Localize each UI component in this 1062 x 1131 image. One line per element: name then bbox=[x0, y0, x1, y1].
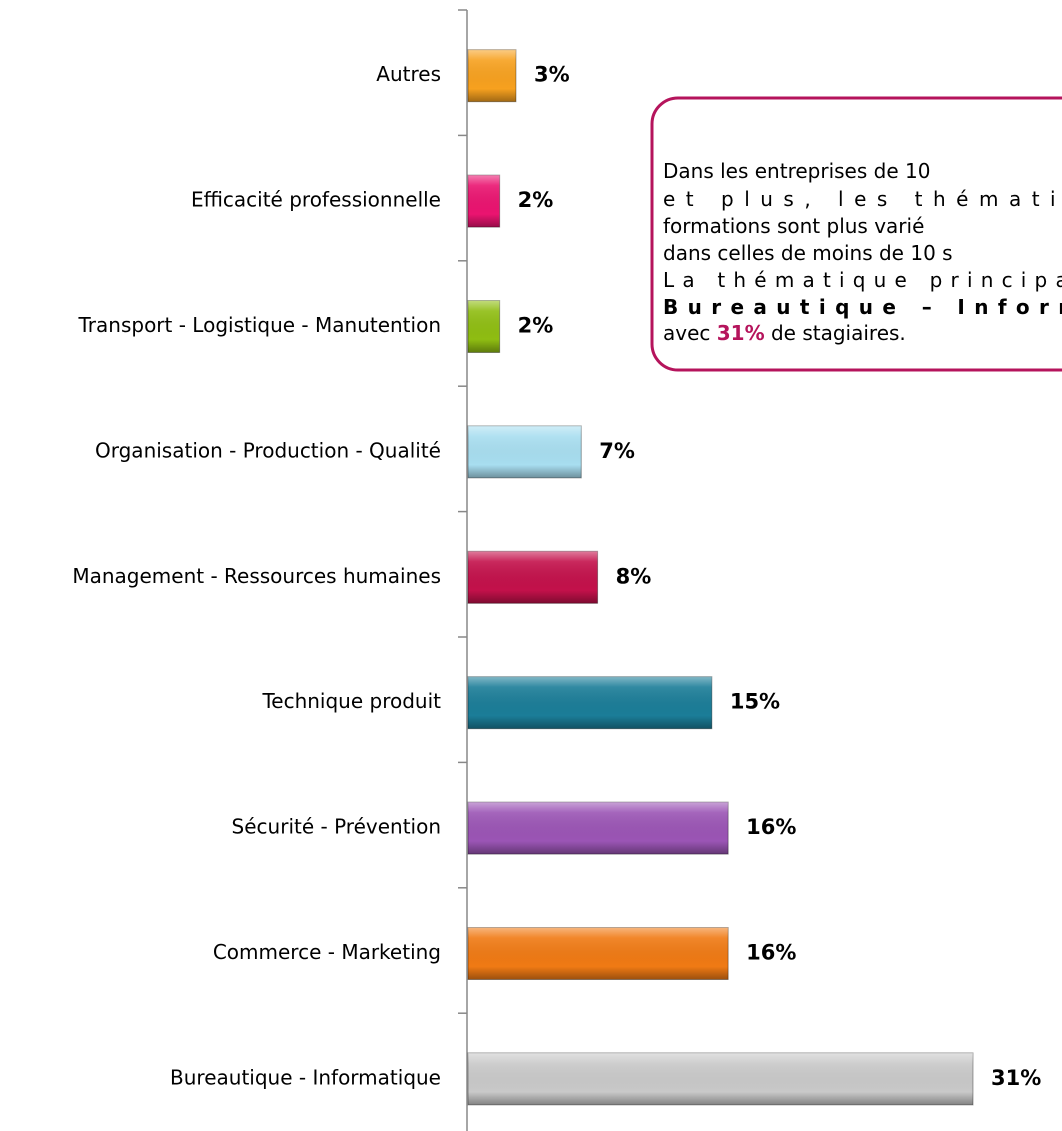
bar-shine bbox=[468, 49, 516, 102]
annotation-text: dans celles de moins de 10 s bbox=[663, 241, 953, 265]
annotation-box bbox=[650, 96, 1062, 372]
bar-shine bbox=[468, 425, 582, 478]
annotation-line: dans celles de moins de 10 s bbox=[663, 241, 953, 265]
category-label: Management - Ressources humaines bbox=[72, 564, 441, 588]
bar-shine bbox=[468, 175, 500, 228]
bar-shine bbox=[468, 300, 500, 353]
bar-shine bbox=[468, 927, 729, 980]
annotation-text: Dans les entreprises de 10 bbox=[663, 159, 930, 183]
annotation-line: formations sont plus varié bbox=[663, 214, 924, 238]
value-label: 16% bbox=[746, 815, 796, 839]
category-label: Efficacité professionnelle bbox=[191, 188, 441, 212]
annotation-line: et plus, les thématiqu bbox=[663, 187, 1062, 211]
annotation-text: de stagiaires. bbox=[765, 321, 906, 345]
annotation-text: avec bbox=[663, 321, 717, 345]
value-label: 2% bbox=[518, 188, 554, 212]
category-label: Bureautique - Informatique bbox=[170, 1065, 441, 1089]
bar-shine bbox=[468, 676, 712, 729]
annotation-line: avec 31% de stagiaires. bbox=[663, 321, 906, 345]
value-label: 15% bbox=[730, 690, 780, 714]
annotation-text: formations sont plus varié bbox=[663, 214, 924, 238]
category-label: Transport - Logistique - Manutention bbox=[78, 313, 441, 337]
annotation-text: 31% bbox=[717, 321, 765, 345]
category-label: Commerce - Marketing bbox=[213, 940, 441, 964]
bar-shine bbox=[468, 1052, 973, 1105]
category-label: Sécurité - Prévention bbox=[232, 815, 441, 839]
bar-shine bbox=[468, 551, 598, 604]
category-label: Autres bbox=[376, 62, 441, 86]
annotation-line: Dans les entreprises de 10 bbox=[663, 159, 930, 183]
annotation-text: et plus, les thématiqu bbox=[663, 187, 1062, 211]
annotation-text: La thématique principale bbox=[663, 268, 1062, 292]
value-label: 8% bbox=[616, 564, 652, 588]
value-label: 2% bbox=[518, 314, 554, 338]
annotation-line: La thématique principale bbox=[663, 268, 1062, 292]
category-label: Technique produit bbox=[261, 689, 441, 713]
bar-shine bbox=[468, 802, 729, 855]
value-label: 16% bbox=[746, 941, 796, 965]
value-label: 31% bbox=[991, 1066, 1041, 1090]
category-label: Organisation - Production - Qualité bbox=[95, 438, 441, 462]
value-label: 3% bbox=[534, 63, 570, 87]
value-label: 7% bbox=[599, 439, 635, 463]
